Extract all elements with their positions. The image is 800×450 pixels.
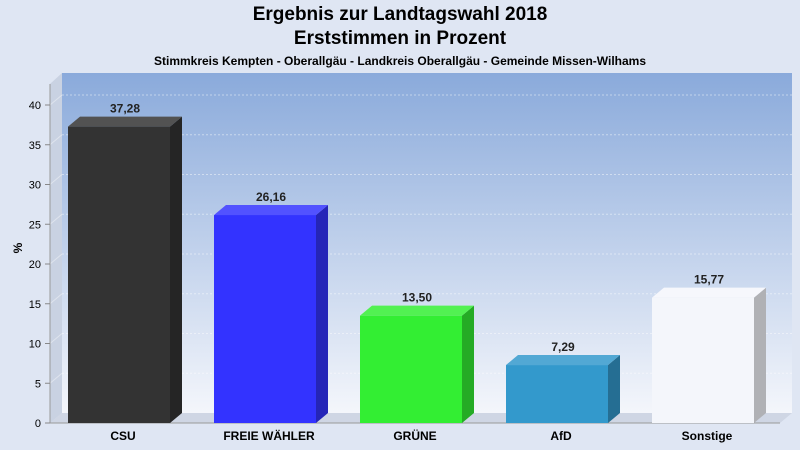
chart-subtitle: Erststimmen in Prozent xyxy=(293,28,507,49)
bar-side xyxy=(462,305,474,423)
gridline-side xyxy=(49,134,63,146)
bar-value-label: 37,28 xyxy=(110,102,140,116)
bar-value-label: 15,77 xyxy=(694,273,724,287)
bar-side xyxy=(170,116,182,424)
x-tick-label: CSU xyxy=(110,429,135,443)
bar xyxy=(506,365,608,423)
chart-title: Ergebnis zur Landtagswahl 2018 xyxy=(252,4,548,25)
y-tick-label: 40 xyxy=(29,100,41,112)
x-tick-label: FREIE WÄHLER xyxy=(223,428,315,443)
y-tick-label: 0 xyxy=(35,418,41,430)
y-tick-label: 5 xyxy=(35,378,41,390)
bar-value-label: 7,29 xyxy=(551,340,575,354)
bar-top xyxy=(68,116,182,127)
gridline-side xyxy=(49,293,63,305)
bar-side xyxy=(608,355,620,423)
y-tick-label: 15 xyxy=(29,299,41,311)
y-tick-label: 35 xyxy=(29,140,41,152)
plot-left-wall xyxy=(50,73,62,423)
bar-value-label: 13,50 xyxy=(402,291,432,305)
x-tick-label: AfD xyxy=(550,429,572,443)
bar-side xyxy=(754,287,766,423)
y-tick-label: 10 xyxy=(29,339,41,351)
chart-region-subtitle: Stimmkreis Kempten - Oberallgäu - Landkr… xyxy=(153,54,647,68)
bar xyxy=(68,126,170,424)
gridline-side xyxy=(49,372,63,384)
gridline-side xyxy=(49,213,63,225)
y-axis-label: % xyxy=(11,242,25,253)
bar xyxy=(214,215,316,423)
bar xyxy=(360,315,462,423)
bar-side xyxy=(316,205,328,423)
y-tick-label: 25 xyxy=(29,219,41,231)
y-tick-label: 30 xyxy=(29,180,41,192)
gridline-side xyxy=(49,174,63,185)
gridline-side xyxy=(49,253,63,265)
bar-top xyxy=(652,287,766,298)
bar-top xyxy=(360,305,474,316)
bar-top xyxy=(214,205,328,216)
bar-value-label: 26,16 xyxy=(256,190,286,204)
gridline-side xyxy=(49,94,63,106)
y-tick-label: 20 xyxy=(29,259,41,271)
gridline-side xyxy=(49,333,63,344)
bar xyxy=(652,297,754,423)
bar-top xyxy=(506,355,620,366)
x-tick-label: Sonstige xyxy=(682,429,733,443)
x-tick-label: GRÜNE xyxy=(393,428,436,443)
